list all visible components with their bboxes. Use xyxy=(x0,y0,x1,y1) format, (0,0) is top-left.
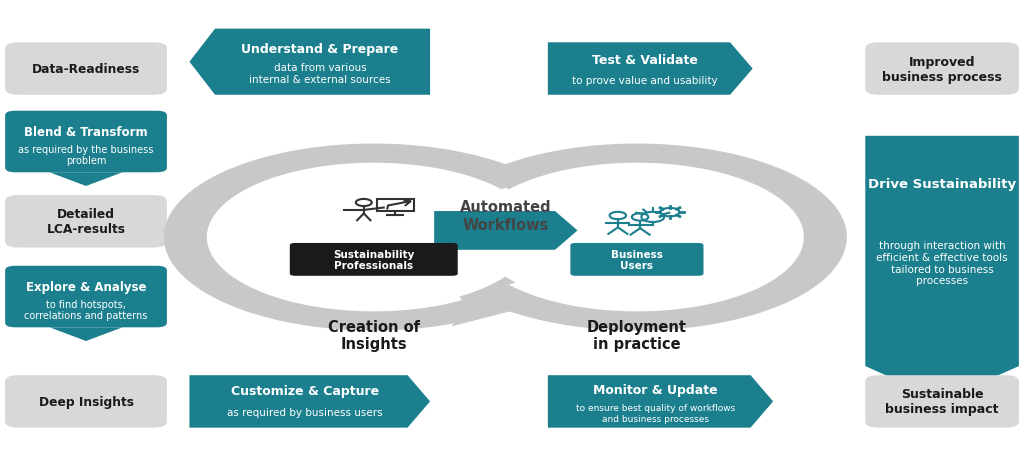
Polygon shape xyxy=(865,136,1019,400)
FancyBboxPatch shape xyxy=(865,375,1019,428)
FancyBboxPatch shape xyxy=(570,243,703,276)
Polygon shape xyxy=(452,281,547,327)
Text: Monitor & Update: Monitor & Update xyxy=(593,384,718,396)
Text: Business
Users: Business Users xyxy=(611,249,663,271)
Text: Improved
business process: Improved business process xyxy=(882,56,1002,83)
Polygon shape xyxy=(434,212,578,250)
Text: Automated
Workflows: Automated Workflows xyxy=(460,200,552,233)
Text: Creation of
Insights: Creation of Insights xyxy=(328,319,420,352)
Polygon shape xyxy=(426,256,521,302)
Text: through interaction with
efficient & effective tools
tailored to business
proces: through interaction with efficient & eff… xyxy=(877,241,1008,286)
FancyBboxPatch shape xyxy=(290,243,458,276)
Text: to ensure best quality of workflows
and business processes: to ensure best quality of workflows and … xyxy=(575,404,735,423)
Polygon shape xyxy=(548,43,753,96)
Text: Deep Insights: Deep Insights xyxy=(39,395,133,408)
Circle shape xyxy=(478,167,796,308)
Polygon shape xyxy=(548,375,773,428)
Polygon shape xyxy=(164,144,535,331)
Text: Detailed
LCA-results: Detailed LCA-results xyxy=(46,208,126,236)
FancyBboxPatch shape xyxy=(5,375,167,428)
Text: Explore & Analyse: Explore & Analyse xyxy=(26,281,146,293)
Text: Understand & Prepare: Understand & Prepare xyxy=(242,43,398,56)
Text: Blend & Transform: Blend & Transform xyxy=(25,126,147,139)
Polygon shape xyxy=(49,173,123,187)
Text: as required by business users: as required by business users xyxy=(227,407,382,417)
Text: as required by the business
problem: as required by the business problem xyxy=(18,144,154,166)
Text: Data-Readiness: Data-Readiness xyxy=(32,63,140,76)
FancyBboxPatch shape xyxy=(5,266,167,328)
FancyBboxPatch shape xyxy=(5,43,167,96)
FancyBboxPatch shape xyxy=(5,111,167,173)
Polygon shape xyxy=(189,375,430,428)
Text: Customize & Capture: Customize & Capture xyxy=(230,384,379,398)
Text: data from various
internal & external sources: data from various internal & external so… xyxy=(249,63,391,85)
Text: to prove value and usability: to prove value and usability xyxy=(572,76,718,86)
FancyBboxPatch shape xyxy=(865,43,1019,96)
Polygon shape xyxy=(189,30,430,96)
Text: Sustainable
business impact: Sustainable business impact xyxy=(886,388,998,415)
Text: Deployment
in practice: Deployment in practice xyxy=(587,319,687,352)
FancyBboxPatch shape xyxy=(5,196,167,248)
Text: Drive Sustainability: Drive Sustainability xyxy=(868,177,1016,191)
Text: Test & Validate: Test & Validate xyxy=(592,54,698,66)
Circle shape xyxy=(215,167,532,308)
Text: to find hotspots,
correlations and patterns: to find hotspots, correlations and patte… xyxy=(25,299,147,320)
Polygon shape xyxy=(49,328,123,341)
Polygon shape xyxy=(476,144,847,331)
Text: Sustainability
Professionals: Sustainability Professionals xyxy=(333,249,415,271)
